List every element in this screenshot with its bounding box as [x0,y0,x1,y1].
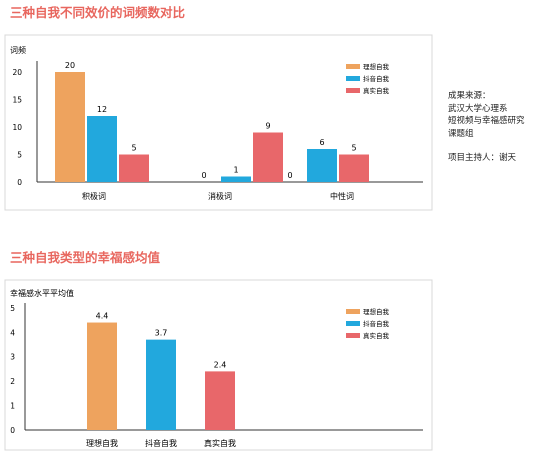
chart1-y-tick-label: 15 [12,96,22,105]
chart2-ylabel: 幸福感水平平均值 [10,288,74,298]
source-line: 课题组 [448,128,474,139]
chart2-data-label: 3.7 [155,329,168,338]
chart2-legend-swatch [346,309,360,314]
chart2-y-tick-label: 4 [10,328,15,337]
chart2-y-tick-label: 3 [10,353,15,362]
chart2-categories: 理想自我 抖音自我 真实自我 [86,438,236,448]
chart2-legend-label: 理想自我 [363,307,390,316]
source-host: 项目主持人：谢天 [448,153,517,163]
chart1-category-label: 积极词 [82,191,106,201]
chart1-legend-label: 理想自我 [363,62,390,71]
chart1-data-label: 20 [65,61,75,70]
chart1-bar [253,132,283,182]
chart1-categories: 积极词 消极词 中性词 [82,191,354,201]
chart1-data-label: 12 [97,105,107,114]
chart2-legend-label: 真实自我 [363,331,390,340]
chart2-data-label: 4.4 [96,312,109,321]
chart2-panel [4,279,433,451]
source-line: 短视频与幸福感研究 [448,116,525,126]
chart1-category-label: 消极词 [208,191,232,201]
chart1-data-label: 9 [265,122,270,131]
chart1-y-tick-label: 20 [12,68,22,77]
chart1-y-tick-label: 5 [17,151,22,160]
chart1-panel [4,34,433,211]
chart1-bar [339,154,369,182]
chart1-data-label: 0 [201,171,206,180]
chart1-y-tick-label: 0 [17,178,22,187]
chart1-legend-swatch [346,76,360,81]
chart2-y-ticks: 0 1 2 3 4 5 [10,304,15,435]
chart1-title: 三种自我不同效价的词频数对比 [10,5,186,20]
chart1-bar [307,149,337,182]
source-note: 成果来源： 武汉大学心理系 短视频与幸福感研究 课题组 项目主持人：谢天 [448,90,548,165]
chart2-title: 三种自我类型的幸福感均值 [10,250,161,265]
chart2-bar [146,339,176,430]
chart2-category-label: 抖音自我 [145,438,177,448]
chart1-bar [221,176,251,182]
chart2-bar [205,371,235,430]
chart1-bar [119,154,149,182]
chart1-data-label: 6 [319,138,324,147]
source-line: 成果来源： [448,91,491,101]
chart2-legend-swatch [346,321,360,326]
chart2-category-label: 理想自我 [86,438,118,448]
chart1-data-label: 1 [233,166,238,175]
chart1-category-label: 中性词 [330,191,354,201]
chart1-data-label: 5 [131,144,136,153]
chart2-y-tick-label: 1 [10,402,15,411]
chart1-legend-label: 抖音自我 [363,74,390,83]
chart2-category-label: 真实自我 [204,438,236,448]
chart1-bar [87,116,117,182]
chart2-y-tick-label: 2 [10,377,15,386]
chart1-data-label: 0 [287,171,292,180]
chart2-legend-label: 抖音自我 [363,319,390,328]
chart1-data-label: 5 [351,144,356,153]
chart1-legend-label: 真实自我 [363,86,390,95]
chart2-bars: 4.4 3.7 2.4 [87,312,235,430]
chart1-ylabel: 词频 [10,45,26,55]
source-line: 武汉大学心理系 [448,103,508,114]
chart1-y-tick-label: 10 [12,123,22,132]
chart1-y-ticks: 0 5 10 15 20 [12,68,22,187]
chart2-bar [87,322,117,430]
chart1-bar [55,72,85,182]
chart2-y-tick-label: 5 [10,304,15,313]
chart2-legend-swatch [346,333,360,338]
chart1-legend-swatch [346,88,360,93]
chart2-data-label: 2.4 [214,360,227,369]
chart1-legend-swatch [346,64,360,69]
chart2-y-tick-label: 0 [10,426,15,435]
chart1-bars: 20 12 5 0 1 9 0 6 5 [55,61,369,182]
